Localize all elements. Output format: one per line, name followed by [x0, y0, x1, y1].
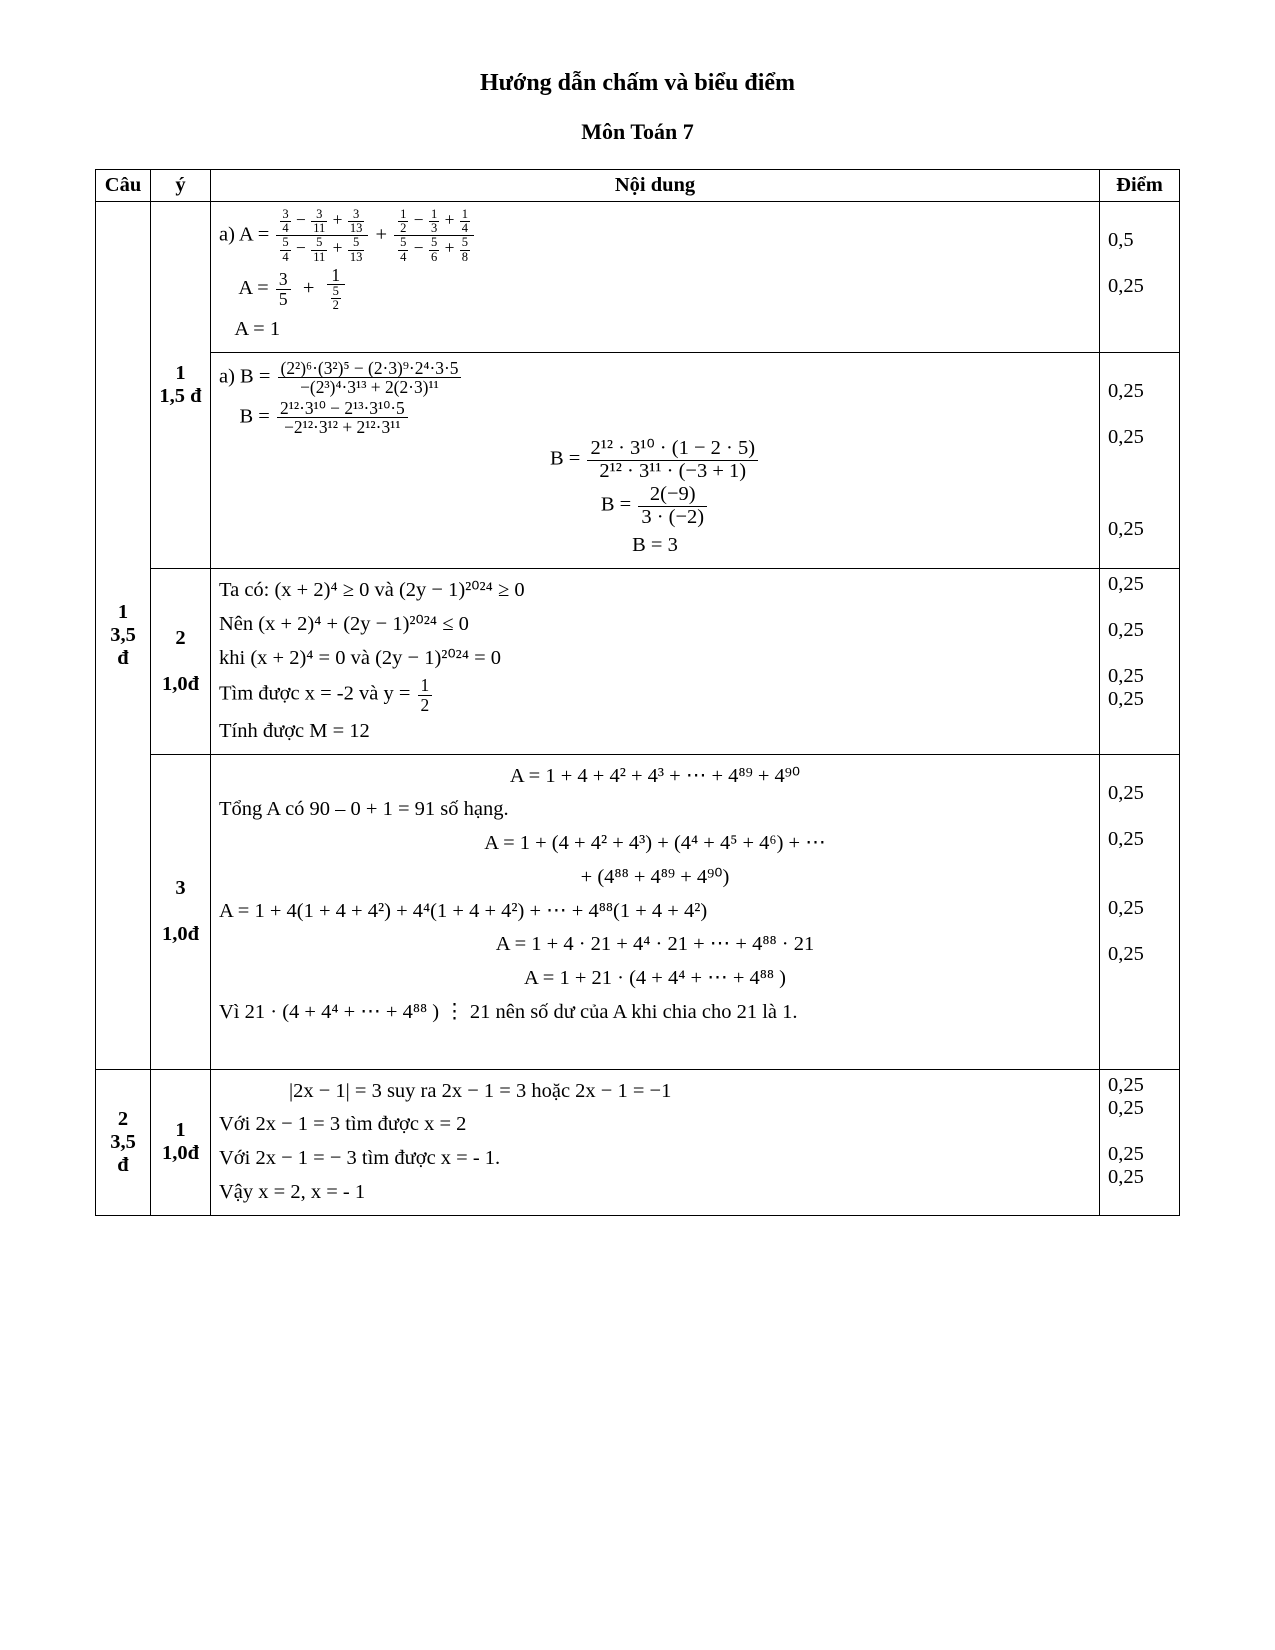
q1p3-y: 3: [175, 877, 185, 899]
col-y: ý: [151, 170, 211, 202]
table-row: 2 3,5 đ 1 1,0đ |2x − 1| = 3 suy ra 2x − …: [96, 1069, 1180, 1215]
col-diem: Điểm: [1100, 170, 1180, 202]
text: a) B =: [219, 366, 270, 388]
q2p1-ypts: 1,0đ: [162, 1142, 199, 1164]
q1-points: 3,5 đ: [110, 624, 136, 669]
table-row: a) B = (2²)⁶·(3²)⁵ − (2·3)⁹·2⁴·3·5 −(2³)…: [96, 353, 1180, 569]
q1-number: 1: [118, 601, 128, 623]
points-cell: 0,25 0,25 0,25 0,25: [1100, 754, 1180, 1069]
q1p2-y: 2: [175, 627, 185, 649]
big-fraction-A: 34 − 311 + 313 54 − 511 + 513: [276, 208, 368, 264]
page-title-2: Môn Toán 7: [95, 119, 1180, 145]
q1p3-content: A = 1 + 4 + 4² + 4³ + ⋯ + 4⁸⁹ + 4⁹⁰ Tổng…: [211, 754, 1100, 1069]
table-row: 3 1,0đ A = 1 + 4 + 4² + 4³ + ⋯ + 4⁸⁹ + 4…: [96, 754, 1180, 1069]
q1p1-ypts: 1,5 đ: [159, 385, 201, 407]
page-title-1: Hướng dẫn chấm và biểu điểm: [95, 70, 1180, 97]
text: A = 1: [234, 318, 280, 340]
table-header-row: Câu ý Nội dung Điểm: [96, 170, 1180, 202]
points-cell: 0,5 0,25: [1100, 202, 1180, 353]
q1p3-ypts: 1,0đ: [162, 923, 199, 945]
q1p1b-content: a) B = (2²)⁶·(3²)⁵ − (2·3)⁹·2⁴·3·5 −(2³)…: [211, 353, 1100, 569]
points-cell: 0,25 0,25 0,25 0,25: [1100, 569, 1180, 755]
q1p1a-content: a) A = 34 − 311 + 313 54 − 511 + 513 +: [211, 202, 1100, 353]
points-cell: 0,25 0,25 0,25 0,25: [1100, 1069, 1180, 1215]
q2p1-y: 1: [175, 1119, 185, 1141]
q1p1-y: 1: [175, 362, 185, 384]
text: a) A =: [219, 224, 269, 246]
table-row: 1 3,5 đ 1 1,5 đ a) A = 34 − 311 + 313 54…: [96, 202, 1180, 353]
q1p2-ypts: 1,0đ: [162, 673, 199, 695]
col-nd: Nội dung: [211, 170, 1100, 202]
q1p2-content: Ta có: (x + 2)⁴ ≥ 0 và (2y − 1)²⁰²⁴ ≥ 0 …: [211, 569, 1100, 755]
q2-number: 2: [118, 1108, 128, 1130]
q2p1-content: |2x − 1| = 3 suy ra 2x − 1 = 3 hoặc 2x −…: [211, 1069, 1100, 1215]
text: B =: [240, 405, 270, 427]
table-row: 2 1,0đ Ta có: (x + 2)⁴ ≥ 0 và (2y − 1)²⁰…: [96, 569, 1180, 755]
big-fraction-B: 12 − 13 + 14 54 − 56 + 58: [394, 208, 474, 264]
text: B = 3: [219, 530, 1091, 562]
text: A =: [238, 277, 268, 299]
text: +: [375, 224, 392, 246]
col-cau: Câu: [96, 170, 151, 202]
points-cell: 0,25 0,25 0,25: [1100, 353, 1180, 569]
q2-points: 3,5 đ: [110, 1131, 136, 1176]
rubric-table: Câu ý Nội dung Điểm 1 3,5 đ 1 1,5 đ a) A…: [95, 169, 1180, 1216]
